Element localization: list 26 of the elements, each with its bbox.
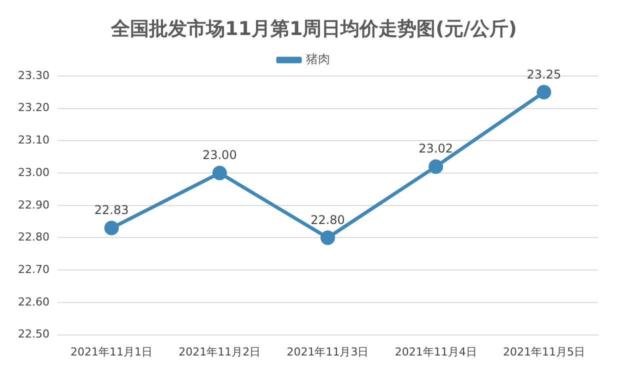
point xyxy=(212,166,227,180)
y-tick-label: 23.20 xyxy=(18,101,50,114)
point xyxy=(428,159,444,174)
y-tick-label: 22.60 xyxy=(18,295,50,308)
y-tick-label: 22.90 xyxy=(18,198,50,212)
legend-label: 猪肉 xyxy=(306,52,330,66)
chart-title: 全国批发市场11月第1周日均价走势图(元/公斤) xyxy=(110,17,518,42)
y-tick-label: 22.50 xyxy=(18,328,50,341)
data-label: 22.80 xyxy=(310,212,345,227)
x-tick-label: 2021年11月1日 xyxy=(70,345,153,358)
point xyxy=(536,84,552,100)
x-tick-label: 2021年11月4日 xyxy=(394,345,477,358)
y-tick-label: 22.80 xyxy=(18,230,50,244)
y-tick-label: 23.00 xyxy=(18,166,50,179)
x-tick-label: 2021年11月2日 xyxy=(178,345,261,358)
data-label: 23.25 xyxy=(526,67,562,82)
y-tick-label: 23.10 xyxy=(18,134,50,147)
data-label: 23.00 xyxy=(202,148,237,162)
data-label: 23.02 xyxy=(418,142,454,156)
x-tick-label: 2021年11月3日 xyxy=(286,345,369,358)
point xyxy=(320,230,335,245)
y-tick-label: 22.70 xyxy=(18,262,50,276)
y-tick-label: 23.30 xyxy=(18,68,50,82)
point xyxy=(104,220,119,236)
x-tick-label: 2021年11月5日 xyxy=(502,345,585,358)
data-label: 22.83 xyxy=(94,203,129,218)
